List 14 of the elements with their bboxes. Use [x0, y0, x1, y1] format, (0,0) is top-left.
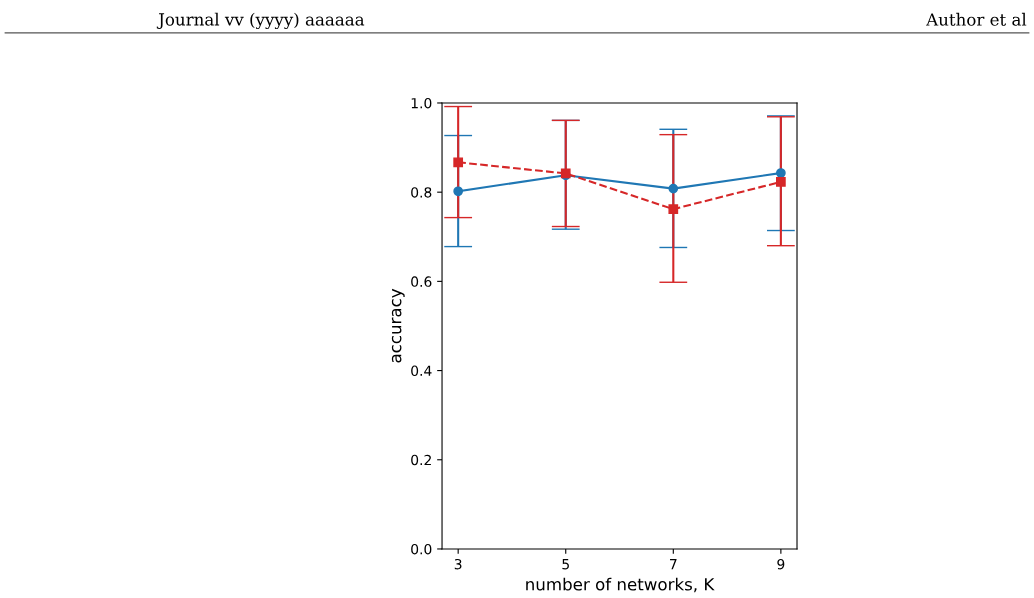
- y-tick-label: 0.2: [411, 454, 431, 466]
- x-tick-label: 5: [562, 559, 569, 570]
- text: Author et al: [926, 12, 1027, 26]
- y-tick-label: 0.6: [411, 276, 432, 287]
- y-tick-label: 1.0: [411, 97, 432, 109]
- x-axis-title: number of networks, K: [526, 577, 715, 593]
- x-tick-label: 9: [777, 558, 785, 570]
- y-tick-label: 0.8: [411, 187, 432, 198]
- y-axis-title: accuracy: [391, 288, 405, 363]
- text: Journal vv (yyyy) aaaaaa: [156, 12, 365, 30]
- x-tick-label: 3: [454, 558, 462, 570]
- x-tick-label: 7: [670, 559, 677, 570]
- y-tick-label: 0.0: [411, 543, 432, 555]
- y-tick-label: 0.4: [411, 365, 432, 377]
